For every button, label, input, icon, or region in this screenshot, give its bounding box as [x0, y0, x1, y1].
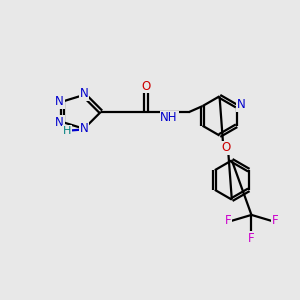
Text: F: F — [272, 214, 278, 227]
Text: N: N — [237, 98, 246, 111]
Text: O: O — [141, 80, 151, 93]
Text: F: F — [225, 214, 231, 227]
Text: N: N — [80, 122, 88, 135]
Text: NH: NH — [160, 111, 178, 124]
Text: F: F — [248, 232, 255, 245]
Text: N: N — [55, 116, 64, 129]
Text: N: N — [55, 95, 64, 108]
Text: N: N — [80, 87, 88, 100]
Text: O: O — [221, 142, 230, 154]
Text: H: H — [63, 126, 71, 136]
